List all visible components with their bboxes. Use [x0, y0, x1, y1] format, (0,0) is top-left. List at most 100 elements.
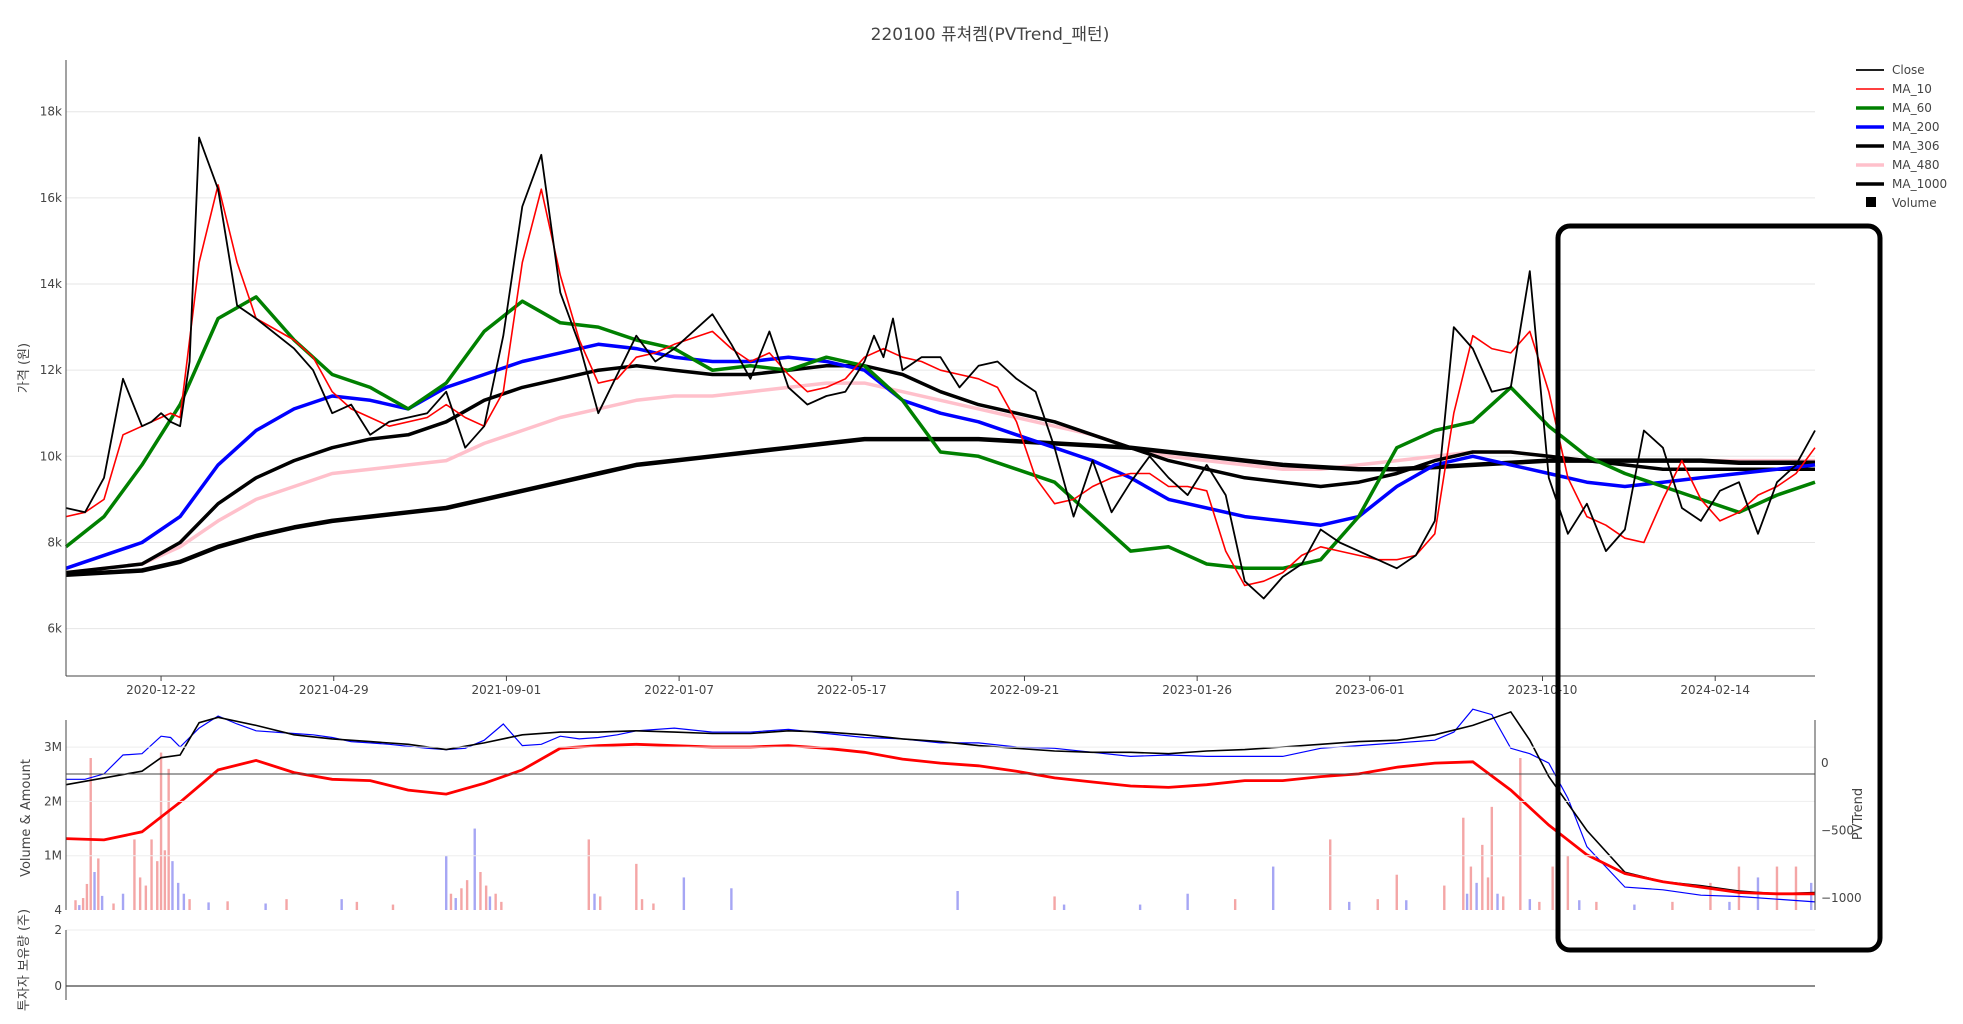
volume-bar: [1502, 896, 1505, 910]
volume-bar: [1595, 901, 1598, 910]
price-x-tick-label: 2020-12-22: [126, 683, 196, 697]
volume-bar: [171, 861, 174, 910]
legend-item-volume[interactable]: Volume: [1866, 196, 1937, 210]
volume-bar: [1062, 904, 1066, 910]
volume-bar: [1486, 877, 1490, 910]
volume-y-tick-label: 2M: [44, 794, 62, 808]
legend-item-close[interactable]: Close: [1856, 63, 1925, 77]
volume-bar: [682, 877, 686, 910]
volume-bar: [78, 905, 81, 910]
series-line-ma-306: [65, 364, 1815, 575]
volume-panel: 1M 2M 3M 0 −500 −1000 Volume & Amount PVTrend…: [19, 708, 1866, 917]
volume-bar: [494, 893, 497, 910]
volume-bar: [355, 901, 359, 910]
volume-y-ticks: 1M 2M 3M 0 −500 −1000: [44, 740, 1862, 905]
price-y-tick-label: 12k: [40, 363, 62, 377]
legend-label: MA_200: [1892, 120, 1939, 134]
volume-bar: [391, 904, 395, 910]
volume-bar: [1395, 874, 1398, 910]
legend-item-ma-480[interactable]: MA_480: [1856, 158, 1939, 172]
legend-item-ma-10[interactable]: MA_10: [1856, 82, 1932, 96]
volume-bar: [150, 839, 153, 910]
volume-bar: [473, 828, 476, 910]
volume-bar: [138, 877, 142, 910]
legend-item-ma-1000[interactable]: MA_1000: [1856, 177, 1947, 191]
volume-bar: [1443, 885, 1446, 910]
legend-label: MA_306: [1892, 139, 1939, 153]
price-x-tick-label: 2023-06-01: [1335, 683, 1405, 697]
holdings-y-tick-label: 2: [54, 923, 62, 937]
volume-bar: [460, 888, 463, 910]
volume-bar: [1469, 866, 1473, 910]
volume-bar: [1186, 893, 1189, 910]
volume-bar: [188, 899, 191, 910]
pvtrend-y-tick-label: −1000: [1821, 891, 1862, 905]
series-line-close: [65, 136, 1816, 600]
volume-bar: [652, 903, 655, 910]
volume-bar: [159, 752, 163, 910]
pvtrend-y-tick-label: −500: [1821, 823, 1854, 837]
volume-bar: [1551, 866, 1554, 910]
volume-bar: [1709, 882, 1712, 910]
price-series: [64, 136, 1816, 600]
price-y-tick-label: 14k: [40, 277, 62, 291]
volume-bar: [479, 872, 482, 910]
volume-bar: [226, 901, 229, 910]
volume-y-title: Volume & Amount: [19, 759, 34, 877]
volume-bar: [1462, 817, 1465, 910]
legend-label: Close: [1892, 63, 1925, 77]
volume-bar: [167, 768, 170, 910]
holdings-panel: 02 투자자 보유량 (주): [17, 909, 1815, 1011]
volume-bar: [81, 898, 85, 910]
volume-bar: [89, 758, 92, 910]
legend-item-ma-306[interactable]: MA_306: [1856, 139, 1939, 153]
volume-bar: [285, 899, 288, 910]
price-y-title: 가격 (원): [17, 343, 32, 393]
volume-bar: [484, 885, 488, 910]
volume-bar: [1578, 900, 1581, 910]
volume-bar: [593, 893, 596, 910]
volume-bar: [730, 888, 733, 910]
price-x-tick-label: 2023-01-26: [1162, 683, 1232, 697]
legend-swatch: [1866, 197, 1876, 207]
volume-bar: [1138, 904, 1142, 910]
volume-bar: [1538, 901, 1541, 910]
volume-bar: [144, 885, 148, 910]
volume-bar: [1405, 900, 1408, 910]
price-y-tick-label: 6k: [47, 622, 62, 636]
volume-bar: [1528, 899, 1532, 910]
price-x-tick-label: 2022-05-17: [817, 683, 887, 697]
price-panel: 6k 8k 10k 12k 14k 16k 18k 2020-12-22 2021-04-29…: [17, 60, 1816, 697]
volume-bar: [264, 903, 267, 910]
volume-bar: [1233, 899, 1237, 910]
holdings-y-title: 투자자 보유량 (주): [17, 909, 32, 1011]
volume-bar: [465, 880, 469, 910]
highlight-box: [1555, 223, 1883, 953]
price-y-tick-label: 18k: [40, 105, 62, 119]
volume-bar: [1376, 899, 1379, 910]
volume-bar: [93, 872, 96, 910]
volume-y-tick-label: 1M: [44, 849, 62, 863]
volume-bar: [500, 901, 503, 910]
legend-item-ma-60[interactable]: MA_60: [1856, 101, 1932, 115]
legend-label: MA_60: [1892, 101, 1932, 115]
volume-bar: [1566, 855, 1570, 910]
volume-bar: [1481, 844, 1484, 910]
volume-bar: [112, 903, 115, 910]
volume-bar: [74, 900, 77, 910]
volume-bar: [1775, 866, 1779, 910]
volume-zero-label: 4: [54, 903, 62, 917]
volume-y-tick-label: 3M: [44, 740, 62, 754]
volume-bar: [1633, 904, 1636, 910]
volume-bar: [1475, 882, 1478, 910]
pvtrend-y-tick-label: 0: [1821, 756, 1829, 770]
volume-bar: [1519, 758, 1522, 910]
price-y-tick-label: 8k: [47, 535, 62, 549]
price-y-tick-label: 10k: [40, 449, 62, 463]
volume-bar: [1671, 901, 1674, 910]
chart-title: 220100 퓨쳐켐(PVTrend_패턴): [871, 25, 1110, 45]
legend-item-ma-200[interactable]: MA_200: [1856, 120, 1939, 134]
volume-bar: [97, 858, 100, 910]
volume-bar: [1496, 893, 1499, 910]
